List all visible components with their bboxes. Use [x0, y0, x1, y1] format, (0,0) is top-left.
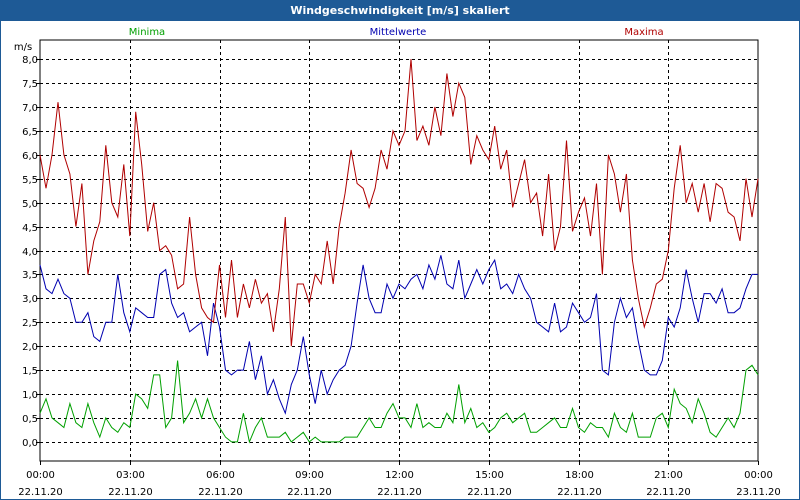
y-tick-label: 1,5: [22, 366, 38, 377]
x-tick-time-label: 15:00: [475, 470, 504, 481]
x-tick-date-label: 22.11.20: [18, 487, 63, 498]
y-tick-label: 0,0: [22, 438, 38, 449]
y-tick-label: 6,5: [22, 127, 38, 138]
y-tick-label: 0,5: [22, 414, 38, 425]
y-tick-label: 1,0: [22, 390, 38, 401]
x-tick-time-label: 09:00: [295, 470, 324, 481]
y-tick-label: 7,0: [22, 103, 38, 114]
x-tick-time-label: 12:00: [385, 470, 414, 481]
series-line-maxima: [39, 59, 759, 347]
x-tick-date-label: 22.11.20: [287, 487, 332, 498]
x-tick-date-label: 23.11.20: [736, 487, 781, 498]
x-tick-date-label: 22.11.20: [467, 487, 512, 498]
y-tick-label: 3,5: [22, 270, 38, 281]
y-tick-label: 4,0: [22, 247, 38, 258]
x-tick-date-label: 22.11.20: [108, 487, 153, 498]
y-tick-label: 2,5: [22, 318, 38, 329]
series-line-mittelwerte: [39, 255, 758, 415]
x-tick-date-label: 22.11.20: [198, 487, 243, 498]
y-tick-label: 5,0: [22, 199, 38, 210]
x-tick-time-label: 06:00: [206, 470, 235, 481]
y-tick-label: 7,5: [22, 79, 38, 90]
x-tick-time-label: 03:00: [116, 470, 145, 481]
legend-label-mittelwerte: Mittelwerte: [370, 27, 427, 38]
x-tick-time-label: 00:00: [26, 470, 55, 481]
x-tick-date-label: 22.11.20: [646, 487, 691, 498]
y-tick-label: 3,0: [22, 294, 38, 305]
x-tick-time-label: 00:00: [744, 470, 773, 481]
y-tick-label: 2,0: [22, 342, 38, 353]
chart-title: Windgeschwindigkeit [m/s] skaliert: [1, 1, 799, 21]
x-tick-time-label: 18:00: [565, 470, 594, 481]
x-tick-date-label: 22.11.20: [557, 487, 602, 498]
y-tick-label: 5,5: [22, 175, 38, 186]
legend-label-maxima: Maxima: [624, 27, 663, 38]
y-axis-label: m/s: [14, 42, 32, 53]
x-tick-time-label: 21:00: [654, 470, 683, 481]
y-tick-label: 6,0: [22, 151, 38, 162]
x-tick-date-label: 22.11.20: [377, 487, 422, 498]
y-tick-label: 8,0: [22, 55, 38, 66]
series-line-minima: [39, 360, 759, 444]
legend-label-minima: Minima: [129, 27, 165, 38]
y-tick-label: 4,5: [22, 223, 38, 234]
